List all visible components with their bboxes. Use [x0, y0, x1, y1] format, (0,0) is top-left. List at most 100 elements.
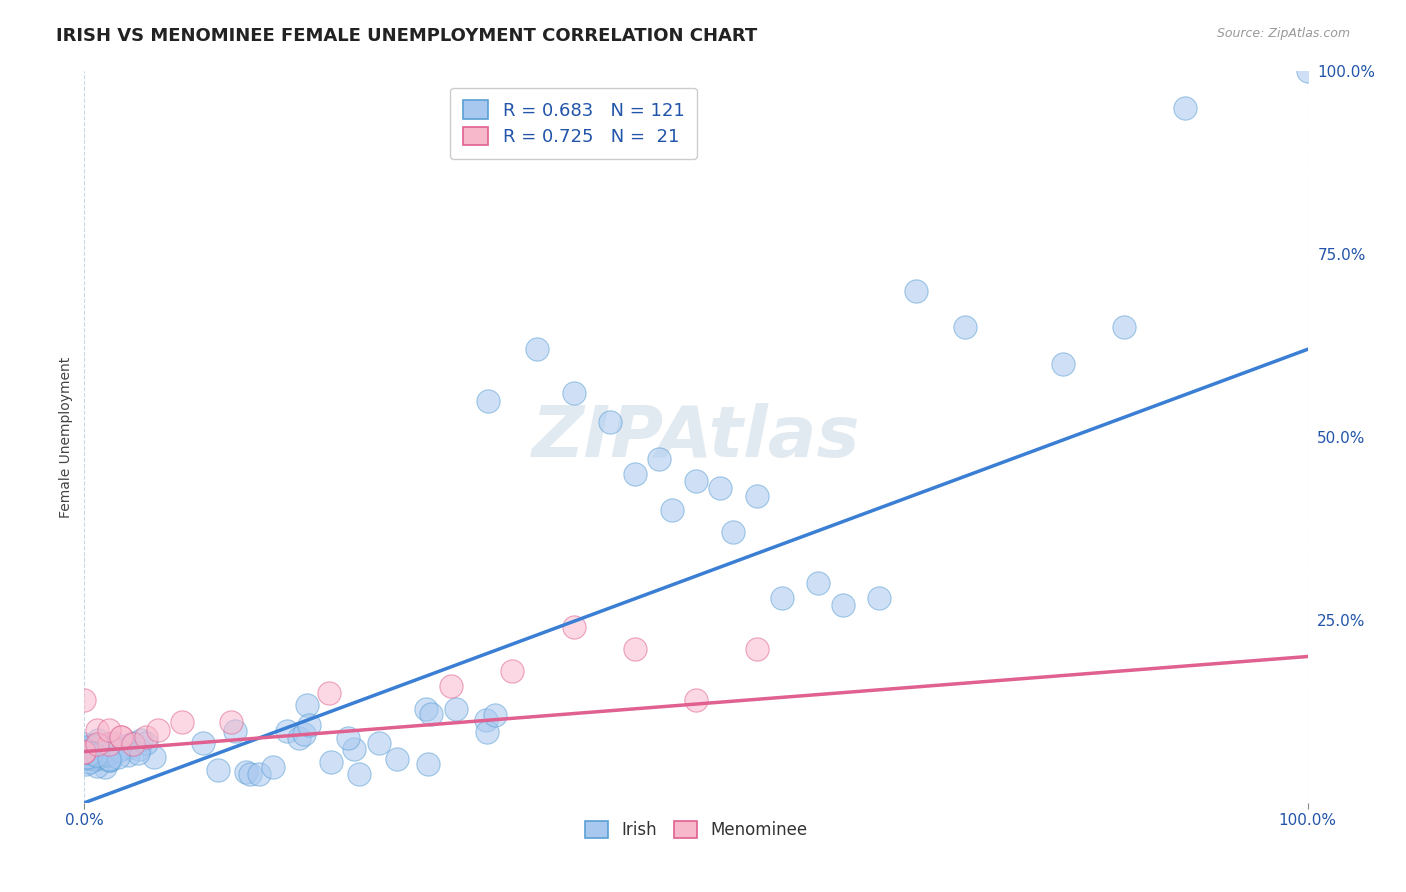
Text: Source: ZipAtlas.com: Source: ZipAtlas.com: [1216, 27, 1350, 40]
Point: [127, 746, 149, 760]
Point: [94, 743, 117, 757]
Point: [263, 760, 285, 774]
Point: [73, 745, 96, 759]
Point: [80, 746, 103, 760]
Point: [1174, 101, 1197, 115]
Point: [86, 752, 108, 766]
Point: [80, 746, 103, 760]
Point: [1052, 357, 1074, 371]
Point: [76, 750, 98, 764]
Point: [86, 740, 108, 755]
Point: [84, 752, 107, 766]
Point: [474, 713, 496, 727]
Point: [747, 642, 769, 657]
Point: [747, 489, 769, 503]
Point: [224, 724, 246, 739]
Legend: Irish, Menominee: Irish, Menominee: [578, 814, 814, 846]
Point: [90, 739, 112, 754]
Point: [685, 474, 707, 488]
Point: [117, 747, 139, 762]
Point: [484, 707, 506, 722]
Point: [87, 747, 110, 762]
Point: [295, 698, 318, 713]
Point: [110, 730, 132, 744]
Point: [107, 750, 129, 764]
Point: [108, 743, 131, 757]
Point: [77, 747, 100, 761]
Point: [807, 576, 830, 591]
Point: [599, 416, 621, 430]
Point: [905, 284, 928, 298]
Point: [292, 727, 315, 741]
Point: [122, 736, 145, 750]
Point: [83, 743, 105, 757]
Point: [235, 765, 257, 780]
Point: [347, 766, 370, 780]
Point: [82, 743, 104, 757]
Point: [76, 747, 98, 762]
Point: [84, 748, 107, 763]
Point: [100, 740, 122, 755]
Point: [77, 755, 100, 769]
Point: [368, 736, 391, 750]
Point: [1114, 320, 1136, 334]
Point: [82, 742, 104, 756]
Point: [624, 467, 647, 481]
Text: IRISH VS MENOMINEE FEMALE UNEMPLOYMENT CORRELATION CHART: IRISH VS MENOMINEE FEMALE UNEMPLOYMENT C…: [56, 27, 758, 45]
Point: [82, 744, 104, 758]
Point: [288, 731, 311, 745]
Point: [526, 343, 548, 357]
Point: [86, 737, 108, 751]
Point: [648, 452, 671, 467]
Point: [191, 736, 214, 750]
Point: [79, 747, 101, 762]
Point: [709, 481, 731, 495]
Point: [770, 591, 793, 605]
Point: [87, 750, 110, 764]
Point: [103, 736, 125, 750]
Point: [143, 749, 166, 764]
Point: [75, 743, 97, 757]
Point: [73, 693, 96, 707]
Point: [98, 752, 121, 766]
Point: [98, 753, 121, 767]
Y-axis label: Female Unemployment: Female Unemployment: [59, 357, 73, 517]
Point: [1296, 64, 1319, 78]
Point: [869, 591, 891, 605]
Point: [117, 738, 139, 752]
Point: [110, 730, 132, 744]
Point: [75, 739, 97, 754]
Point: [415, 702, 437, 716]
Point: [89, 747, 111, 761]
Point: [128, 742, 150, 756]
Point: [318, 686, 340, 700]
Point: [98, 753, 121, 767]
Point: [79, 739, 101, 753]
Point: [75, 751, 97, 765]
Point: [419, 707, 441, 722]
Point: [93, 739, 115, 754]
Point: [84, 744, 107, 758]
Point: [80, 751, 103, 765]
Point: [82, 742, 104, 756]
Text: ZIPAtlas: ZIPAtlas: [531, 402, 860, 472]
Point: [135, 730, 157, 744]
Point: [73, 745, 96, 759]
Point: [84, 739, 107, 753]
Point: [475, 725, 498, 739]
Point: [83, 740, 105, 755]
Point: [219, 715, 242, 730]
Point: [93, 741, 115, 756]
Point: [77, 751, 100, 765]
Point: [97, 747, 120, 762]
Point: [83, 749, 105, 764]
Point: [624, 642, 647, 657]
Point: [96, 748, 118, 763]
Point: [77, 746, 100, 760]
Point: [101, 745, 124, 759]
Point: [87, 733, 110, 747]
Point: [418, 757, 440, 772]
Point: [84, 752, 107, 766]
Point: [343, 742, 366, 756]
Point: [75, 757, 97, 772]
